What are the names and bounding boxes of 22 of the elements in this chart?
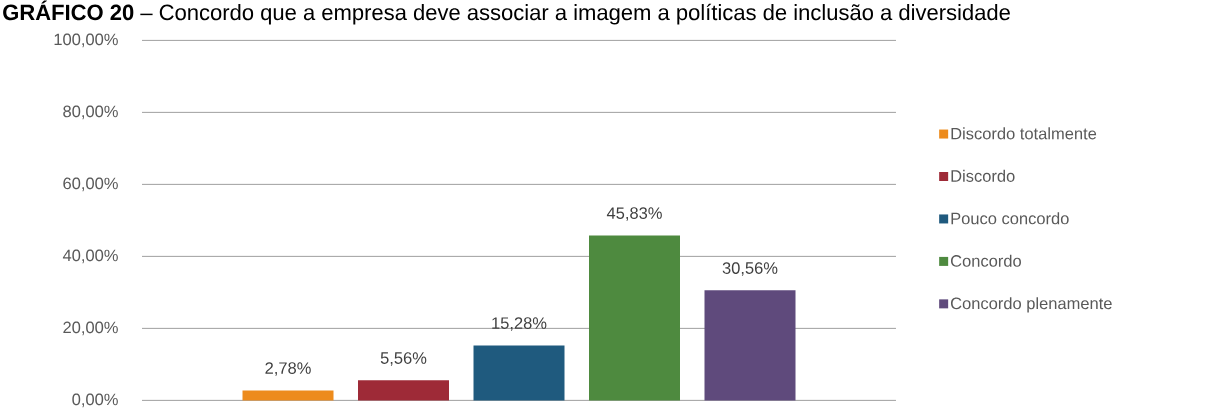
legend-label: Discordo [951,169,1015,182]
bar [242,390,334,401]
bar [704,290,796,401]
chart-title: GRÁFICO 20 – Concordo que a empresa deve associar a imagem a políticas de inclusão a diversidade [3,0,1010,25]
y-tick-label: 40,00% [62,249,118,264]
y-tick-label: 60,00% [63,177,118,192]
bar [589,235,680,401]
y-tick-label: 80,00% [63,105,118,120]
y-tick-label: 0,00% [72,393,118,408]
data-label: 45,83% [606,207,662,221]
bar [473,345,565,401]
data-label: 2,78% [265,362,311,376]
legend-label: Discordo totalmente [951,127,1097,140]
y-tick-label: 20,00% [63,321,118,336]
data-label: 5,56% [380,352,427,366]
data-label: 30,56% [722,262,778,276]
data-label: 15,28% [492,317,547,331]
y-tick-label: 100,00% [54,33,118,48]
bar [358,380,449,401]
legend-label: Concordo [950,254,1021,267]
legend-label: Concordo plenamente [950,297,1112,313]
legend-label: Pouco concordo [951,212,1069,225]
